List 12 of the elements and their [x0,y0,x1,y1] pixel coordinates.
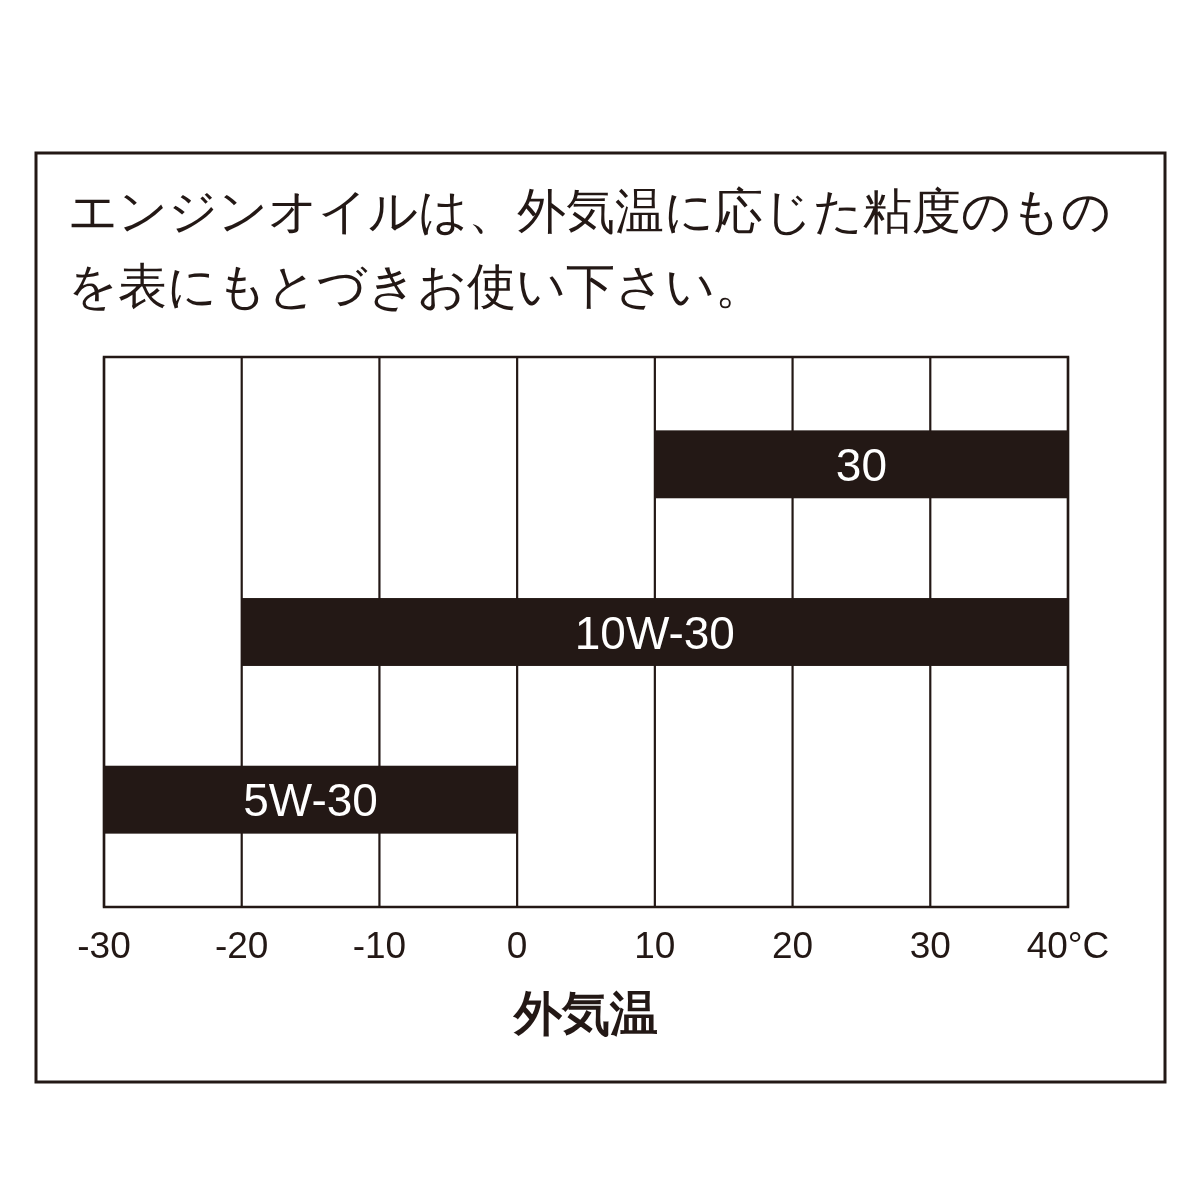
x-tick-label: -20 [214,925,269,966]
x-tick-label: 30 [909,925,951,966]
x-axis-title: 外気温 [512,987,658,1040]
chart-title: エンジンオイルは、外気温に応じた粘度のものを表にもとづきお使い下さい。 [68,183,1112,315]
y-tick-label: 5W-30 [243,774,378,827]
x-tick-label: -10 [352,925,407,966]
x-tick-label: -30 [77,925,131,966]
x-tick-label: 10 [634,925,676,966]
x-tick-label: 40°C [1026,925,1110,966]
x-tick-label: 0 [506,925,528,966]
x-tick-label: 20 [771,925,814,966]
y-tick-label: 10W-30 [574,606,735,659]
